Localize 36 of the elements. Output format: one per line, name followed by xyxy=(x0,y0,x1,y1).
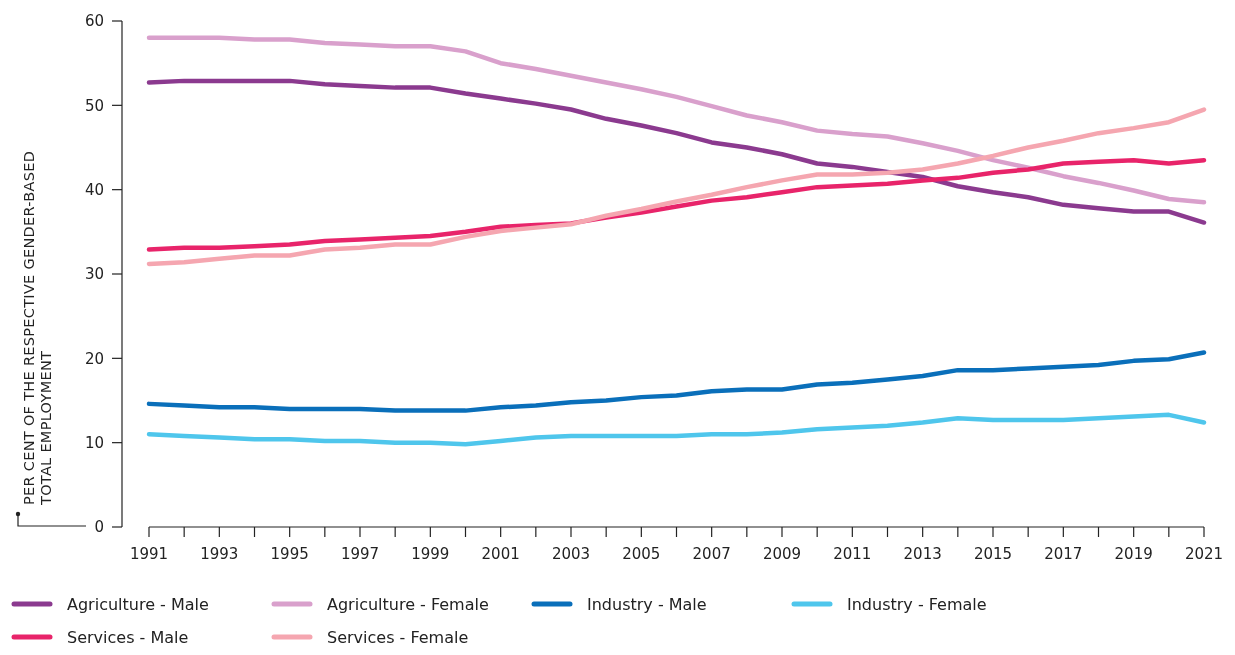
x-tick-label: 2011 xyxy=(833,545,872,563)
line-series xyxy=(146,157,1207,252)
x-tick-label: 2003 xyxy=(551,545,591,563)
x-tick-label: 1999 xyxy=(411,545,450,563)
line-series xyxy=(146,412,1207,447)
line-series xyxy=(146,35,1207,205)
x-tick-label: 1997 xyxy=(340,545,380,563)
x-tick-label: 2009 xyxy=(762,545,802,563)
legend-label: Industry - Male xyxy=(587,594,707,614)
x-tick-label: 2021 xyxy=(1184,545,1224,563)
legend-label: Services - Female xyxy=(327,627,469,647)
y-tick-label: 30 xyxy=(84,265,104,284)
x-tick-label: 2007 xyxy=(692,545,731,563)
legend-label: Agriculture - Male xyxy=(67,594,209,614)
y-tick-label: 10 xyxy=(84,433,104,452)
x-tick-label: 2013 xyxy=(903,545,942,563)
legend-label: Industry - Female xyxy=(847,594,987,614)
line-series xyxy=(146,350,1207,413)
x-tick-label: 1991 xyxy=(129,545,169,563)
y-tick-label: 50 xyxy=(84,96,104,115)
x-tick-label: 1995 xyxy=(270,545,309,563)
y-tick-label: 20 xyxy=(84,349,104,368)
x-tick-label: 2001 xyxy=(481,545,520,563)
legend-label: Agriculture - Female xyxy=(327,594,489,614)
legend-label: Services - Male xyxy=(67,627,189,647)
line-series xyxy=(146,107,1207,267)
x-tick-label: 2017 xyxy=(1044,545,1083,563)
y-tick-label: 60 xyxy=(84,12,104,31)
x-tick-label: 2019 xyxy=(1114,545,1153,563)
line-series xyxy=(146,78,1207,225)
y-tick-label: 0 xyxy=(94,518,104,537)
x-tick-label: 2005 xyxy=(622,545,661,563)
x-tick-label: 2015 xyxy=(973,545,1013,563)
x-tick-label: 1993 xyxy=(200,545,239,563)
y-axis-title: PER CENT OF THE RESPECTIVE GENDER-BASED TOTAL EMPLOYMENT xyxy=(20,150,54,506)
y-tick-label: 40 xyxy=(84,180,104,199)
